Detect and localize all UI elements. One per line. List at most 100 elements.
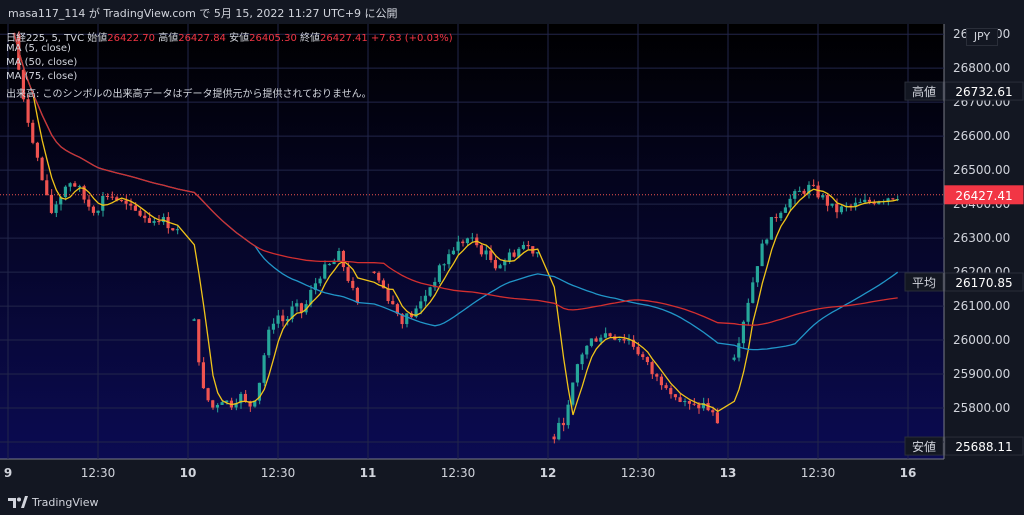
candle-body [73, 183, 77, 187]
price-tick-label: 26300.00 [953, 231, 1010, 245]
candle-body [561, 422, 565, 426]
candle-body [248, 401, 252, 407]
candle-body [262, 355, 266, 383]
currency-badge[interactable]: JPY [966, 28, 998, 46]
candle-body [192, 319, 196, 321]
candle-body [215, 404, 219, 408]
candle-body [867, 199, 871, 202]
time-tick-label: 9 [4, 466, 12, 480]
candle-body [400, 313, 404, 325]
candle-body [853, 202, 857, 206]
candle-body [267, 329, 271, 356]
time-tick-label: 12:30 [621, 466, 656, 480]
candle-body [636, 346, 640, 355]
candle-body [552, 436, 556, 440]
candle-body [234, 403, 238, 408]
candle-body [835, 203, 839, 213]
candle-body [309, 289, 313, 305]
candle-body [760, 243, 764, 267]
candle-body [498, 265, 502, 269]
candle-body [755, 266, 759, 283]
ma75-line [13, 34, 898, 326]
candle-body [594, 338, 598, 342]
candle-body [886, 198, 890, 202]
candle-body [295, 303, 299, 307]
candle-body [355, 287, 359, 303]
candle-body [124, 200, 128, 204]
price-label-tag: 平均 [912, 276, 936, 290]
candle-body [678, 397, 682, 403]
legend-high-label: 高値 [158, 33, 179, 44]
candle-body [290, 306, 294, 320]
candle-body [152, 221, 156, 223]
ma5-line [13, 34, 898, 416]
candle-body [63, 186, 67, 198]
time-tick-label: 12:30 [441, 466, 476, 480]
candle-body [599, 337, 603, 342]
candle-body [783, 207, 787, 213]
candle-body [175, 229, 179, 231]
candle-body [225, 400, 229, 403]
price-labels: 高値 26732.61 26427.41 平均 26170.85 安値 25688.11 [0, 81, 1024, 456]
candle-body [645, 357, 649, 363]
candle-body [715, 412, 719, 424]
candle-body [395, 304, 399, 314]
candle-body [807, 184, 811, 194]
candle-body [802, 190, 806, 194]
legend-volume-note: 出来高: このシンボルの出来高データはデータ提供元から提供されておりません。 [6, 89, 372, 100]
candle-body [96, 210, 100, 213]
candle-body [521, 244, 525, 249]
candle-body [872, 201, 876, 204]
candle-body [585, 345, 589, 355]
candle-body [797, 190, 801, 192]
price-chart[interactable]: 25700.0025800.0025900.0026000.0026100.00… [0, 24, 1024, 488]
candle-body [493, 259, 497, 269]
time-tick-label: 11 [360, 466, 377, 480]
legend-open-label: 始値 [87, 33, 108, 44]
candle-body [171, 228, 175, 231]
candle-body [825, 195, 829, 206]
candle-body [484, 250, 488, 255]
price-label-tag: 高値 [912, 84, 936, 99]
legend-ohlc: 日経225, 5, TVC 始値26422.70 高値26427.84 安値26… [6, 29, 453, 44]
candle-body [627, 339, 631, 341]
time-axis[interactable]: 9 12:30 10 12:30 11 12:30 12 12:30 13 12:30 16 [4, 466, 917, 480]
tradingview-logo-icon [8, 496, 28, 508]
candle-body [839, 206, 843, 213]
chart-area[interactable]: 25700.0025800.0025900.0026000.0026100.00… [0, 24, 1024, 488]
candle-body [765, 239, 769, 244]
legend-ma50[interactable]: MA (50, close) [6, 57, 78, 68]
candle-body [299, 303, 303, 313]
candle-body [304, 304, 308, 313]
legend-low-label: 安値 [229, 33, 250, 44]
time-tick-label: 10 [180, 466, 197, 480]
time-tick-label: 12 [540, 466, 557, 480]
candle-body [580, 354, 584, 365]
candle-body [769, 216, 773, 240]
candle-body [631, 339, 635, 347]
candle-body [318, 278, 322, 284]
candle-body [535, 252, 539, 254]
legend-ma5[interactable]: MA (5, close) [6, 43, 71, 54]
candle-body [622, 339, 626, 341]
time-tick-label: 12:30 [261, 466, 296, 480]
candle-body [115, 197, 119, 201]
price-label-bg [944, 272, 1024, 292]
candle-body [206, 388, 210, 401]
time-axis-background [0, 459, 1024, 488]
candle-body [706, 403, 710, 411]
candle-body [257, 382, 261, 401]
candle-body [683, 401, 687, 403]
candle-body [711, 410, 715, 413]
candle-body [433, 281, 437, 288]
candle-body [143, 215, 147, 219]
candle-body [877, 201, 881, 204]
candle-body [285, 319, 289, 322]
candle-body [503, 260, 507, 266]
candle-body [428, 287, 432, 296]
candle-body [35, 142, 39, 158]
price-label-value: 26427.41 [955, 189, 1012, 203]
candle-body [489, 250, 493, 260]
price-label-bg [944, 436, 1024, 456]
legend-ma75[interactable]: MA (75, close) [6, 71, 78, 82]
